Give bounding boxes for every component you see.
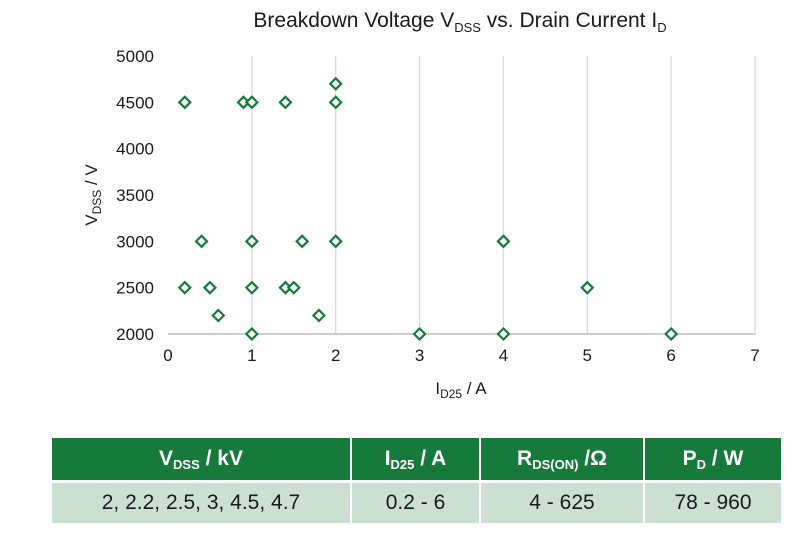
data-point <box>311 308 326 323</box>
cell-id25-range: 0.2 - 6 <box>351 480 481 523</box>
x-tick-label: 6 <box>666 346 675 365</box>
data-point <box>664 326 679 342</box>
cell-pd-range: 78 - 960 <box>644 480 781 523</box>
x-tick-label: 1 <box>247 346 256 365</box>
y-tick-label: 2500 <box>116 279 154 298</box>
data-point <box>412 326 427 342</box>
header-pd: PD / W <box>644 438 781 482</box>
x-tick-label: 5 <box>583 346 592 365</box>
x-tick-label: 3 <box>415 346 424 365</box>
data-point <box>177 95 192 110</box>
x-axis-label: ID25 / A <box>435 379 487 401</box>
cell-vdss-values: 2, 2.2, 2.5, 3, 4.5, 4.7 <box>52 480 352 523</box>
data-point <box>580 280 595 295</box>
data-point <box>177 280 192 295</box>
y-tick-label: 3500 <box>116 186 154 205</box>
data-point <box>328 76 343 91</box>
gridlines <box>251 56 756 334</box>
data-point <box>244 234 259 249</box>
y-tick-label: 4500 <box>116 93 154 112</box>
data-point <box>278 95 293 110</box>
data-point <box>194 234 209 249</box>
scatter-chart: Breakdown Voltage VDSS vs. Drain Current… <box>82 9 760 401</box>
data-point <box>295 234 310 249</box>
x-tick-label: 7 <box>750 346 759 365</box>
cell-rdson-range: 4 - 625 <box>480 480 645 523</box>
tick-labels: 0 1 2 3 4 5 6 7 2000 2500 3000 3500 4000 4500 5000 <box>116 47 760 365</box>
header-vdss: VDSS / kV <box>52 438 352 482</box>
header-rdson: RDS(ON) /Ω <box>480 438 645 482</box>
data-point <box>211 308 226 323</box>
y-axis-label: VDSS / V <box>82 164 104 226</box>
data-point <box>328 234 343 249</box>
x-tick-label: 2 <box>331 346 340 365</box>
spec-table: VDSS / kV ID25 / A RDS(ON) /Ω PD / W 2, … <box>52 438 781 523</box>
y-tick-label: 5000 <box>116 47 154 66</box>
data-point <box>328 95 343 110</box>
x-tick-label: 4 <box>499 346 508 365</box>
chart-title: Breakdown Voltage VDSS vs. Drain Current… <box>253 9 666 35</box>
data-point <box>244 95 259 110</box>
table-row: 2, 2.2, 2.5, 3, 4.5, 4.7 0.2 - 6 4 - 625… <box>52 480 781 523</box>
table-header-row: VDSS / kV ID25 / A RDS(ON) /Ω PD / W <box>52 438 781 482</box>
data-point <box>244 326 259 342</box>
y-tick-label: 2000 <box>116 325 154 344</box>
data-point <box>496 234 511 249</box>
data-point <box>244 280 259 295</box>
data-point <box>286 280 301 295</box>
data-point <box>496 326 511 342</box>
data-point <box>202 280 217 295</box>
y-tick-label: 4000 <box>116 140 154 159</box>
x-tick-label: 0 <box>163 346 172 365</box>
header-id25: ID25 / A <box>351 438 481 482</box>
y-tick-label: 3000 <box>116 232 154 251</box>
data-points <box>177 76 679 342</box>
